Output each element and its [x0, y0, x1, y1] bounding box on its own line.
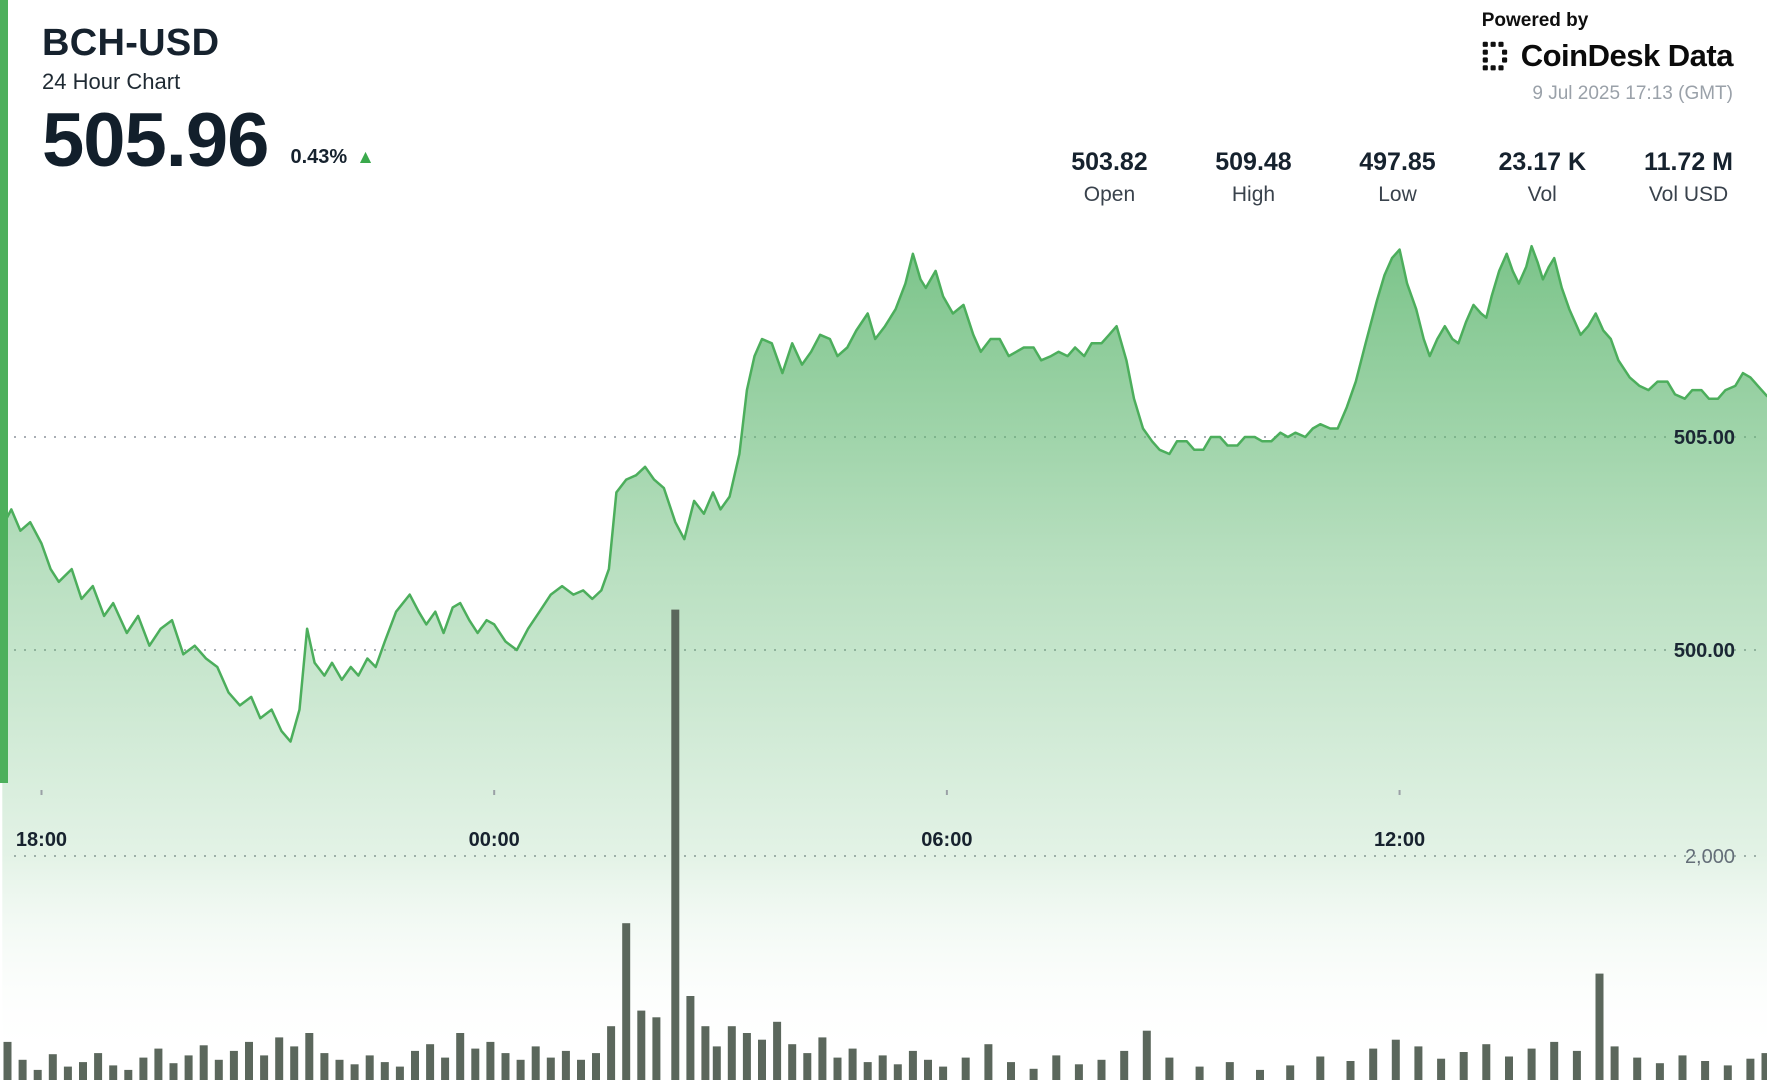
left-accent-bar: [0, 0, 8, 783]
powered-by-label: Powered by: [1481, 10, 1589, 31]
header: BCH-USD 24 Hour Chart 505.96 0.43% ▲: [42, 22, 375, 179]
svg-text:00:00: 00:00: [469, 829, 520, 851]
chart-subtitle: 24 Hour Chart: [42, 69, 181, 94]
stat-label: Low: [1378, 183, 1417, 206]
stat-low: 497.85 Low: [1354, 148, 1440, 207]
branding-block: Powered by CoinDesk Data 9 Jul 2025 17:1…: [1481, 10, 1734, 105]
stat-value: 503.82: [1071, 148, 1148, 176]
stat-value: 497.85: [1359, 148, 1436, 176]
current-price: 505.96: [42, 98, 269, 183]
coindesk-data-logo: CoinDesk Data: [1482, 38, 1734, 74]
timestamp: 9 Jul 2025 17:13 (GMT): [1532, 83, 1733, 104]
price-row: 505.96 0.43% ▲: [42, 103, 375, 179]
svg-text:18:00: 18:00: [16, 829, 67, 851]
stat-label: Vol: [1527, 183, 1557, 206]
stat-label: Open: [1083, 183, 1136, 206]
svg-text:2,000: 2,000: [1685, 846, 1735, 868]
price-line: [1, 244, 1767, 743]
ohlc-stats-row: 503.82 Open 509.48 High 497.85 Low 23.17…: [1066, 148, 1733, 207]
coindesk-logo-text: CoinDesk Data: [1520, 38, 1734, 73]
stat-value: 11.72 M: [1644, 148, 1733, 176]
svg-text:500.00: 500.00: [1674, 640, 1735, 662]
stat-open: 503.82 Open: [1066, 148, 1152, 207]
price-area-fill: [2, 246, 1767, 1080]
svg-text:06:00: 06:00: [921, 829, 972, 851]
stat-label: Vol USD: [1648, 183, 1729, 206]
coindesk-logo-icon: [1482, 41, 1507, 71]
up-triangle-icon: ▲: [356, 147, 375, 168]
stat-high: 509.48 High: [1210, 148, 1296, 207]
axis-labels: 505.00 500.00 2,000 18:00 00:00 06:00 12:00: [16, 427, 1735, 868]
stat-vol-usd: 11.72 M Vol USD: [1644, 148, 1733, 207]
price-change: 0.43% ▲: [290, 146, 375, 169]
change-percent: 0.43%: [290, 146, 348, 168]
symbol-title: BCH-USD: [42, 22, 220, 64]
volume-bars: [3, 609, 1767, 1080]
svg-text:12:00: 12:00: [1374, 829, 1425, 851]
svg-text:505.00: 505.00: [1674, 427, 1735, 449]
stat-value: 23.17 K: [1498, 148, 1587, 176]
stat-vol: 23.17 K Vol: [1498, 148, 1586, 207]
stat-value: 509.48: [1215, 148, 1292, 176]
stat-label: High: [1231, 183, 1276, 206]
